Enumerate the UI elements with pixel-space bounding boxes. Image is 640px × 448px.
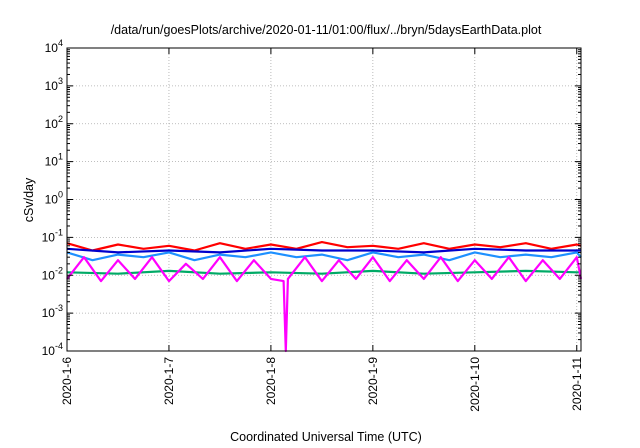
x-tick-label: 2020-1-9: [366, 357, 380, 405]
y-tick-label: 101: [45, 152, 63, 169]
series-group: [66, 241, 583, 353]
x-tick-label: 2020-1-6: [60, 357, 74, 405]
grid: [67, 48, 581, 351]
y-tick-label: 10-2: [42, 265, 63, 282]
series-line-3: [66, 251, 582, 262]
x-tick-label: 2020-1-11: [570, 357, 584, 411]
y-tick-label: 10-1: [42, 227, 63, 244]
x-axis-label: Coordinated Universal Time (UTC): [230, 430, 422, 444]
y-tick-label: 10-4: [42, 341, 63, 358]
series-line-2: [66, 247, 581, 254]
x-axis: 2020-1-6 2020-1-7 2020-1-8 2020-1-9 2020-1-1…: [60, 48, 584, 412]
y-tick-label: 102: [45, 114, 63, 131]
x-tick-label: 2020-1-7: [162, 357, 176, 405]
y-tick-label: 104: [45, 38, 63, 55]
x-tick-label: 2020-1-10: [468, 357, 482, 412]
series-line-5: [66, 256, 583, 353]
y-tick-label: 10-3: [42, 303, 63, 320]
plot-frame: [66, 47, 582, 352]
series-line-4: [66, 269, 581, 275]
y-axis: 10-4 10-3 10-2 10-1 100 101 102 103 104: [42, 38, 581, 358]
y-tick-label: 100: [45, 190, 63, 207]
series-line-1: [66, 241, 582, 252]
chart-title: /data/run/goesPlots/archive/2020-01-11/0…: [111, 23, 542, 37]
y-axis-label: cSv/day: [22, 177, 36, 222]
x-tick-label: 2020-1-8: [264, 357, 278, 405]
y-tick-label: 103: [45, 76, 63, 93]
